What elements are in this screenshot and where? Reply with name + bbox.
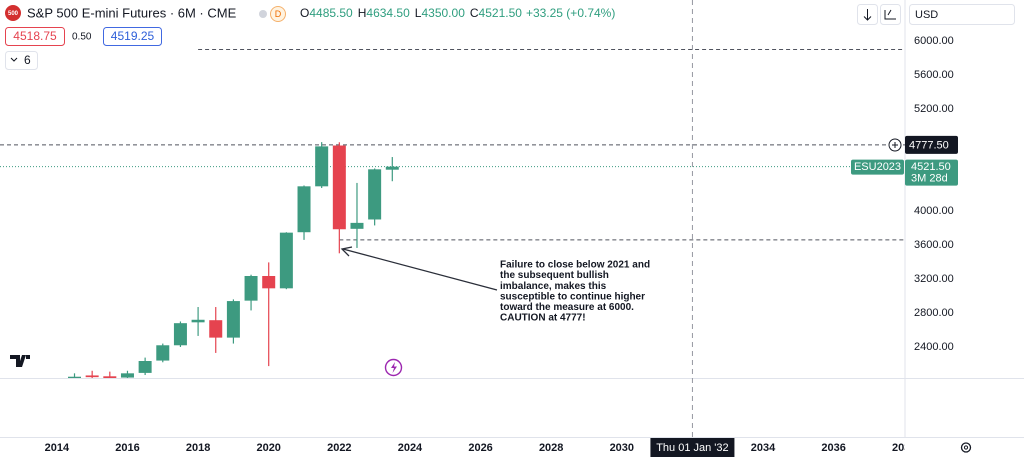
candle-body	[368, 169, 382, 220]
candle-body	[191, 319, 205, 323]
delay-badge	[270, 6, 286, 22]
delay-badge-text: D	[275, 9, 282, 19]
ohlc-key: L	[415, 6, 422, 20]
candle-body	[315, 146, 329, 187]
scale-icon	[884, 9, 896, 20]
arrow-icon	[863, 9, 872, 21]
annotation-arrow	[342, 248, 498, 291]
spread: 0.50	[72, 32, 92, 43]
candle-body	[138, 360, 152, 373]
candle-body	[85, 375, 99, 378]
x-tick-label: 2026	[468, 442, 492, 454]
countdown-label: 3M 28d	[911, 173, 948, 185]
candle-body	[103, 376, 117, 378]
settings-icon-center	[963, 445, 969, 450]
level-label-box	[905, 135, 958, 154]
indicators-toggle[interactable]	[5, 51, 38, 70]
x-tick-label: 2016	[115, 442, 139, 454]
x-tick-label: 2020	[256, 442, 280, 454]
y-tick-label: 3200.00	[914, 273, 954, 285]
bid-box[interactable]	[5, 27, 65, 46]
candle-body	[262, 275, 276, 289]
ohlc-value: 4350.00	[421, 6, 465, 20]
annotation-text: susceptible to continue higher	[500, 291, 645, 302]
indicator-count[interactable]: 6	[24, 53, 31, 67]
candle-body	[120, 373, 134, 378]
x-tick-label: 2030	[610, 442, 634, 454]
candle-body	[226, 301, 240, 338]
candle-body	[209, 320, 223, 338]
candle-body	[173, 323, 187, 346]
ohlc: O4485.50 H4634.50 L4350.00 C4521.50 +33.25 (…	[300, 6, 615, 20]
ask[interactable]: 4519.25	[111, 29, 155, 43]
ohlc-key: H	[358, 6, 367, 20]
y-tick-label: 3600.00	[914, 239, 954, 251]
symbol-title[interactable]: S&P 500 E-mini Futures · 6M · CME	[27, 5, 237, 20]
symbol-label: ESU2023	[854, 161, 901, 173]
x-tick-label: 2036	[821, 442, 845, 454]
x-tick-label: Thu 01 Jan '32	[656, 442, 728, 454]
y-tick-label: 6000.00	[914, 35, 954, 47]
x-tick-label: 2038	[892, 442, 916, 454]
button[interactable]	[880, 4, 901, 25]
candle-body	[350, 222, 364, 229]
change: +33.25 (+0.74%)	[526, 6, 615, 20]
candle-body	[279, 232, 293, 289]
crosshair-time-box	[650, 438, 735, 457]
annotation-text: toward the measure at 6000.	[500, 302, 634, 313]
logo[interactable]	[10, 355, 30, 367]
ask-box[interactable]	[103, 27, 162, 46]
arrow-head	[340, 246, 353, 257]
lightning-icon	[391, 362, 397, 373]
currency[interactable]: USD	[915, 9, 938, 21]
x-tick-label: 2034	[751, 442, 776, 454]
candle-body	[68, 376, 82, 378]
annotation-text: imbalance, makes this	[500, 281, 607, 292]
y-tick-label: 5600.00	[914, 69, 954, 81]
x-tick-label: 2024	[398, 442, 423, 454]
annotation-text: CAUTION at 4777!	[500, 313, 586, 324]
symbol-icon-text: 500	[8, 11, 19, 17]
symbol-label-box	[851, 159, 904, 175]
time-axis: 2014 2016 2018 2020 2022 2024 2026 2028 2030 2034…	[45, 442, 916, 454]
ohlc-value: 4521.50	[479, 6, 523, 20]
bid[interactable]: 4518.75	[13, 29, 57, 43]
currency-select[interactable]	[909, 4, 1015, 25]
candle-body	[385, 166, 399, 170]
plus-icon	[892, 142, 898, 148]
candle-body	[244, 275, 258, 301]
ohlc-key: C	[470, 6, 479, 20]
y-tick-label: 4000.00	[914, 205, 954, 217]
plot-area	[0, 48, 905, 378]
x-tick-label: 2028	[539, 442, 563, 454]
price-axis: 2400.00 2800.00 3200.00 3600.00 4000.00 5200.…	[905, 35, 958, 353]
y-tick-label: 2400.00	[914, 341, 954, 353]
symbol-icon	[5, 5, 21, 21]
status-dot	[259, 10, 267, 18]
ohlc-key: O	[300, 6, 309, 20]
last-price-box	[905, 159, 958, 186]
ohlc-value: 4634.50	[366, 6, 410, 20]
settings-icon[interactable]	[960, 442, 972, 453]
x-tick-label: 2022	[327, 442, 351, 454]
x-tick-label: 2018	[186, 442, 210, 454]
x-tick-label: 2014	[45, 442, 70, 454]
candle-body	[297, 186, 311, 233]
last-price-label: 4521.50	[911, 161, 951, 173]
annotation-text: Failure to close below 2021 and	[500, 260, 650, 271]
candle-body	[332, 145, 346, 230]
ohlc-value: 4485.50	[309, 6, 353, 20]
annotation-text: the subsequent bullish	[500, 270, 609, 281]
y-tick-label: 2800.00	[914, 307, 954, 319]
y-tick-label: 5200.00	[914, 103, 954, 115]
candle-body	[156, 345, 170, 361]
level-label: 4777.50	[909, 139, 949, 151]
chevron-icon	[10, 57, 18, 62]
